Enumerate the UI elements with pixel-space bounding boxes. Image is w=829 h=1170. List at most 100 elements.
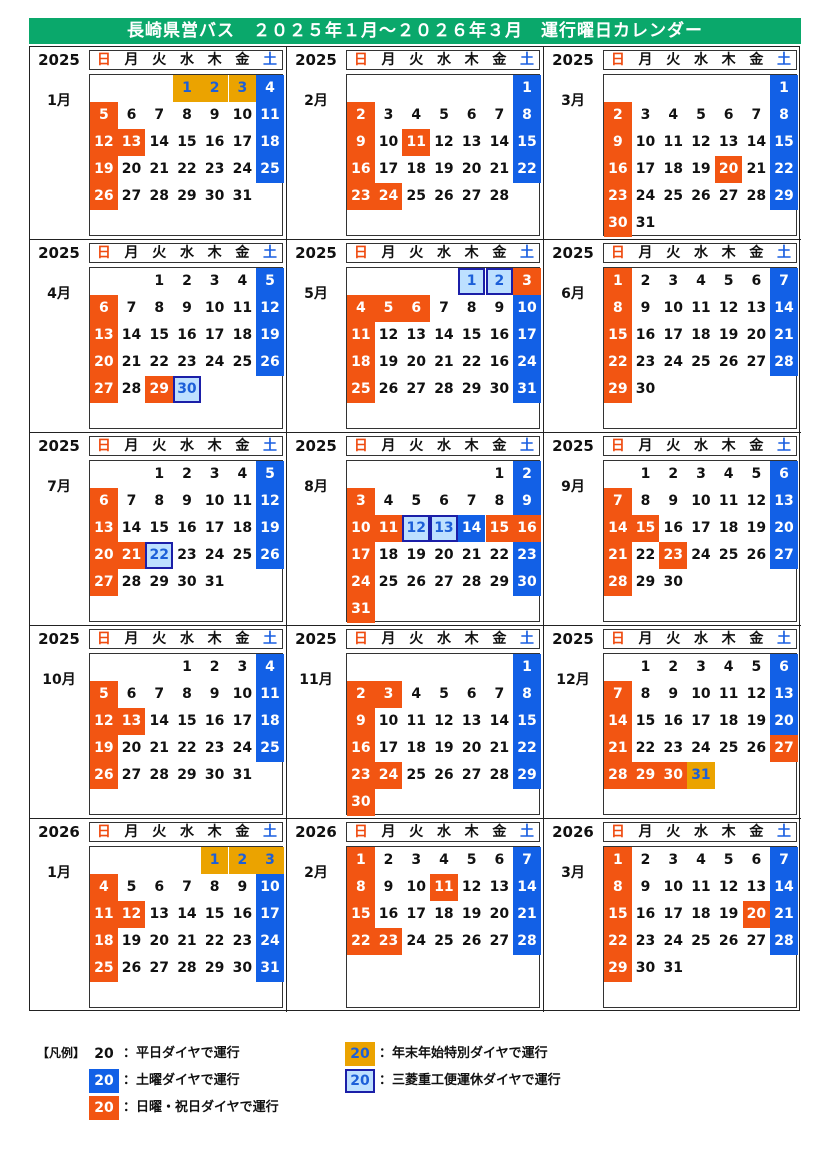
weekday-label: 日 <box>96 824 111 840</box>
day-cell: 11 <box>232 493 253 509</box>
day-cell: 11 <box>347 322 375 349</box>
day-cell: 26 <box>746 547 767 563</box>
month-name: 4月 <box>47 286 71 302</box>
weekday-label: 金 <box>235 631 250 647</box>
day-cell: 15 <box>513 129 541 156</box>
day-cell: 17 <box>663 906 683 922</box>
day-cell: 22 <box>177 740 197 756</box>
weekday-label: 月 <box>638 824 653 840</box>
weekday-header: 日月火水木金土 <box>346 629 540 649</box>
day-cell: 3 <box>411 852 422 868</box>
day-cell: 13 <box>90 322 118 349</box>
day-cell: 5 <box>90 102 118 129</box>
weekday-header: 日月火水木金土 <box>603 50 797 70</box>
weekday-label: 土 <box>263 824 278 840</box>
day-cell: 22 <box>635 547 656 563</box>
day-cell: 6 <box>439 493 449 509</box>
day-cell: 17 <box>691 520 711 536</box>
day-cell: 16 <box>604 156 632 183</box>
day-cell: 23 <box>177 354 197 370</box>
weekday-label: 水 <box>179 824 194 840</box>
day-cell: 15 <box>461 327 482 343</box>
day-cell: 13 <box>117 129 146 156</box>
day-cell: 18 <box>691 906 711 922</box>
day-cell: 28 <box>149 188 169 204</box>
weekday-label: 水 <box>693 245 708 261</box>
day-cell: 24 <box>374 183 403 210</box>
day-cell: 3 <box>696 659 706 675</box>
day-cell: 18 <box>663 161 683 177</box>
day-cell: 6 <box>466 107 477 123</box>
day-cell: 30 <box>347 789 375 816</box>
day-cell: 4 <box>411 686 422 702</box>
weekday-label: 木 <box>721 245 736 261</box>
day-cell: 16 <box>378 906 399 922</box>
month-name: 5月 <box>304 286 328 302</box>
day-cell: 28 <box>177 960 197 976</box>
day-cell: 13 <box>90 515 118 542</box>
day-cell: 31 <box>232 188 253 204</box>
day-cell: 30 <box>204 767 225 783</box>
day-cell: 24 <box>256 928 284 955</box>
month-block: 2026 2月日月火水木金土 1 2 3 4 5 6 7 8 9 10 11 12 13 14 15 16 17 18… <box>287 819 544 1012</box>
weekday-label: 月 <box>124 631 139 647</box>
day-cell: 3 <box>668 273 679 289</box>
day-cell: 5 <box>374 295 403 322</box>
weekday-header: 日月火水木金土 <box>346 822 540 842</box>
day-cell: 7 <box>604 488 632 515</box>
day-cell: 9 <box>347 129 375 156</box>
day-cell: 19 <box>746 713 767 729</box>
day-cell: 20 <box>461 161 482 177</box>
day-cell: 3 <box>696 466 706 482</box>
day-cell: 10 <box>663 300 683 316</box>
day-cell: 18 <box>256 129 284 156</box>
weekday-label: 火 <box>409 824 424 840</box>
day-cell: 15 <box>177 134 197 150</box>
day-cell: 17 <box>232 713 253 729</box>
day-cell: 9 <box>513 488 541 515</box>
day-grid: 1 2 3 4 5 6 7 8 9 10 11 12 13 14 15 16 17 18 19 20 21 22 23 24 2… <box>89 846 284 1008</box>
weekday-label: 金 <box>749 245 764 261</box>
day-cell: 27 <box>90 569 118 596</box>
weekday-label: 金 <box>235 52 250 68</box>
weekday-header: 日月火水木金土 <box>346 436 540 456</box>
weekday-label: 土 <box>263 245 278 261</box>
day-cell: 7 <box>770 268 798 295</box>
day-cell: 28 <box>434 381 454 397</box>
month-block: 2025 9月日月火水木金土 1 2 3 4 5 6 7 8 9 10 11 12 13 14 15 16 17 18… <box>544 433 801 626</box>
weekday-label: 日 <box>96 245 111 261</box>
day-cell: 25 <box>256 156 284 183</box>
day-cell: 6 <box>466 686 477 702</box>
day-cell: 20 <box>434 547 454 563</box>
day-cell: 24 <box>513 349 541 376</box>
day-cell: 29 <box>631 762 660 789</box>
day-cell: 17 <box>232 134 253 150</box>
day-cell: 29 <box>461 381 482 397</box>
day-cell: 16 <box>635 906 656 922</box>
day-cell: 2 <box>182 273 192 289</box>
weekday-label: 土 <box>263 52 278 68</box>
month-block: 2025 12月日月火水木金土 1 2 3 4 5 6 7 8 9 10 11 12 13 14 15 16 17 1… <box>544 626 801 819</box>
weekday-label: 金 <box>235 245 250 261</box>
day-grid: 1 2 3 4 5 6 7 8 9 10 11 12 13 14 15 16 17 18 19 20 21 22 16 24 2… <box>346 267 541 429</box>
weekday-label: 土 <box>263 631 278 647</box>
day-cell: 18 <box>434 906 454 922</box>
day-cell: 28 <box>513 928 541 955</box>
month-name: 10月 <box>42 672 76 688</box>
weekday-header: 日月火水木金土 <box>603 243 797 263</box>
day-cell: 14 <box>489 713 510 729</box>
day-cell: 8 <box>182 107 192 123</box>
weekday-label: 木 <box>721 52 736 68</box>
month-block: 2025 6月日月火水木金土 1 2 3 4 5 6 7 8 9 10 11 12 13 14 15 16 17 18… <box>544 240 801 433</box>
day-cell: 18 <box>718 713 739 729</box>
day-cell: 15 <box>204 906 225 922</box>
weekday-label: 月 <box>638 631 653 647</box>
day-cell: 16 <box>347 156 375 183</box>
day-cell: 23 <box>663 740 683 756</box>
day-cell: 26 <box>434 188 454 204</box>
day-cell: 17 <box>513 322 541 349</box>
day-cell: 24 <box>635 188 656 204</box>
day-cell: 29 <box>513 762 541 789</box>
day-cell: 14 <box>121 327 142 343</box>
month-year: 2025 <box>295 437 337 455</box>
